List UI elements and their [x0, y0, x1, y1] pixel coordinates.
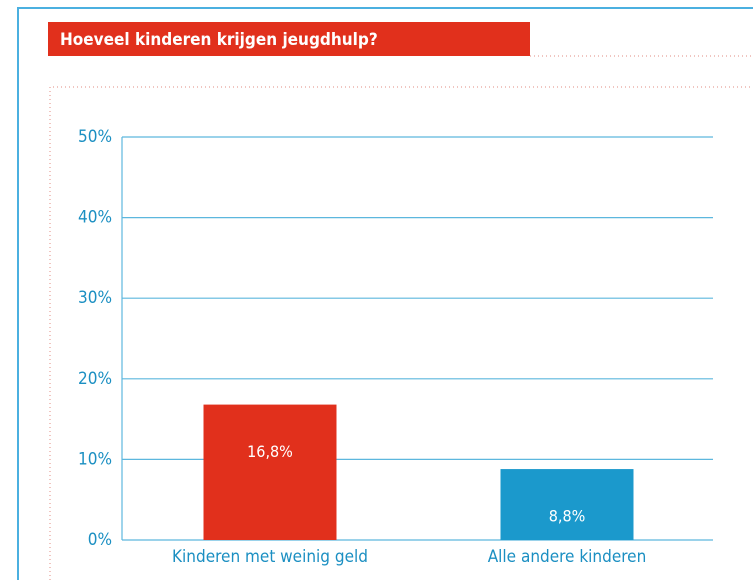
y-tick-label: 0%	[88, 530, 112, 550]
y-tick-label: 50%	[78, 127, 112, 147]
x-tick-label: Alle andere kinderen	[488, 547, 647, 567]
value-label: 16,8%	[247, 442, 293, 461]
bar	[203, 404, 337, 540]
value-label: 8,8%	[549, 507, 586, 526]
title-banner	[48, 22, 530, 56]
frame	[17, 7, 753, 580]
chart-title: Hoeveel kinderen krijgen jeugdhulp?	[60, 30, 378, 50]
y-tick-label: 30%	[78, 288, 112, 308]
y-tick-label: 10%	[78, 449, 112, 469]
y-tick-label: 40%	[78, 208, 112, 228]
y-tick-label: 20%	[78, 369, 112, 389]
x-tick-label: Kinderen met weinig geld	[172, 547, 368, 567]
dotted-box	[49, 86, 753, 580]
bar	[500, 469, 634, 540]
